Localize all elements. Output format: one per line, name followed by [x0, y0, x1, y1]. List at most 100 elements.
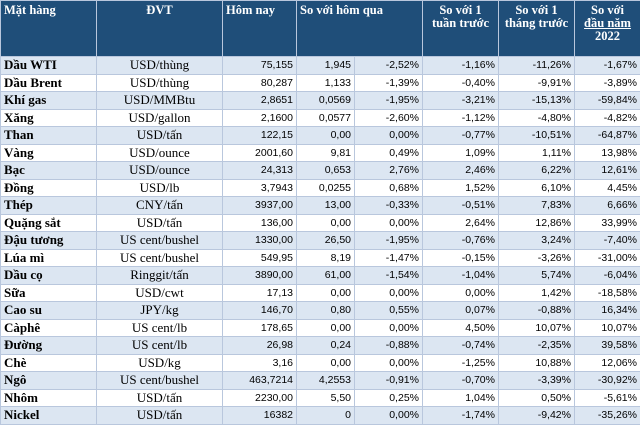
unit-cell: Ringgit/tấn — [97, 267, 223, 285]
change-vs-yesterday: 61,00 — [297, 267, 355, 285]
unit-cell: JPY/kg — [97, 302, 223, 320]
pct-vs-week: 2,64% — [423, 214, 499, 232]
header-vs-ytd-line2: đầu năm — [584, 16, 631, 30]
pct-vs-month: -10,51% — [499, 127, 575, 145]
commodity-name: Vàng — [1, 144, 97, 162]
pct-vs-yesterday: 0,55% — [355, 302, 423, 320]
change-vs-yesterday: 0,0577 — [297, 109, 355, 127]
commodity-name: Quặng sắt — [1, 214, 97, 232]
pct-vs-month: 3,24% — [499, 232, 575, 250]
header-vs-yesterday: So với hôm qua — [297, 1, 423, 57]
pct-vs-week: 1,52% — [423, 179, 499, 197]
price-today: 75,155 — [223, 57, 297, 75]
commodity-name: Đồng — [1, 179, 97, 197]
pct-vs-yesterday: 0,00% — [355, 214, 423, 232]
change-vs-yesterday: 0 — [297, 407, 355, 425]
change-vs-yesterday: 0,00 — [297, 354, 355, 372]
pct-vs-week: -1,12% — [423, 109, 499, 127]
change-vs-yesterday: 26,50 — [297, 232, 355, 250]
unit-cell: US cent/bushel — [97, 232, 223, 250]
price-today: 463,7214 — [223, 372, 297, 390]
pct-vs-ytd: 12,06% — [575, 354, 640, 372]
commodity-name: Than — [1, 127, 97, 145]
unit-cell: US cent/lb — [97, 337, 223, 355]
pct-vs-month: -15,13% — [499, 92, 575, 110]
commodity-name: Đường — [1, 337, 97, 355]
pct-vs-month: 7,83% — [499, 197, 575, 215]
change-vs-yesterday: 0,653 — [297, 162, 355, 180]
pct-vs-week: -0,40% — [423, 74, 499, 92]
unit-cell: USD/gallon — [97, 109, 223, 127]
commodity-name: Đậu tương — [1, 232, 97, 250]
header-vs-ytd-line3: 2022 — [595, 29, 620, 43]
pct-vs-yesterday: 0,00% — [355, 284, 423, 302]
change-vs-yesterday: 13,00 — [297, 197, 355, 215]
pct-vs-yesterday: -0,33% — [355, 197, 423, 215]
pct-vs-yesterday: 0,00% — [355, 354, 423, 372]
pct-vs-week: -1,04% — [423, 267, 499, 285]
commodity-name: Xăng — [1, 109, 97, 127]
commodity-name: Nhôm — [1, 389, 97, 407]
price-today: 2,1600 — [223, 109, 297, 127]
pct-vs-month: -9,91% — [499, 74, 575, 92]
change-vs-yesterday: 0,0569 — [297, 92, 355, 110]
pct-vs-ytd: 33,99% — [575, 214, 640, 232]
pct-vs-month: -2,35% — [499, 337, 575, 355]
pct-vs-ytd: -6,04% — [575, 267, 640, 285]
pct-vs-yesterday: 0,49% — [355, 144, 423, 162]
unit-cell: USD/MMBtu — [97, 92, 223, 110]
commodity-name: Dầu WTI — [1, 57, 97, 75]
unit-cell: USD/ounce — [97, 162, 223, 180]
header-row: Mặt hàng ĐVT Hôm nay So với hôm qua So v… — [1, 1, 640, 57]
change-vs-yesterday: 5,50 — [297, 389, 355, 407]
pct-vs-month: 6,22% — [499, 162, 575, 180]
price-today: 17,13 — [223, 284, 297, 302]
price-today: 2230,00 — [223, 389, 297, 407]
pct-vs-ytd: 6,66% — [575, 197, 640, 215]
change-vs-yesterday: 0,00 — [297, 284, 355, 302]
commodity-name: Dầu cọ — [1, 267, 97, 285]
commodity-name: Cao su — [1, 302, 97, 320]
commodity-name: Dầu Brent — [1, 74, 97, 92]
pct-vs-yesterday: 0,68% — [355, 179, 423, 197]
pct-vs-ytd: 39,58% — [575, 337, 640, 355]
pct-vs-yesterday: -1,47% — [355, 249, 423, 267]
pct-vs-yesterday: 2,76% — [355, 162, 423, 180]
pct-vs-yesterday: -0,88% — [355, 337, 423, 355]
price-today: 2,8651 — [223, 92, 297, 110]
pct-vs-month: 6,10% — [499, 179, 575, 197]
pct-vs-ytd: 13,98% — [575, 144, 640, 162]
header-vs-ytd-line1: So với — [591, 3, 624, 17]
commodity-name: Khí gas — [1, 92, 97, 110]
price-today: 3,7943 — [223, 179, 297, 197]
unit-cell: USD/thùng — [97, 57, 223, 75]
pct-vs-yesterday: -2,60% — [355, 109, 423, 127]
change-vs-yesterday: 0,00 — [297, 319, 355, 337]
header-vs-week: So với 1 tuần trước — [423, 1, 499, 57]
commodity-name: Chè — [1, 354, 97, 372]
change-vs-yesterday: 1,133 — [297, 74, 355, 92]
pct-vs-yesterday: -1,95% — [355, 92, 423, 110]
pct-vs-ytd: -7,40% — [575, 232, 640, 250]
unit-cell: USD/tấn — [97, 407, 223, 425]
pct-vs-month: -3,39% — [499, 372, 575, 390]
pct-vs-yesterday: -1,54% — [355, 267, 423, 285]
price-today: 178,65 — [223, 319, 297, 337]
change-vs-yesterday: 0,00 — [297, 127, 355, 145]
pct-vs-month: -9,42% — [499, 407, 575, 425]
pct-vs-week: -0,77% — [423, 127, 499, 145]
change-vs-yesterday: 8,19 — [297, 249, 355, 267]
pct-vs-week: -1,25% — [423, 354, 499, 372]
pct-vs-month: 5,74% — [499, 267, 575, 285]
pct-vs-month: 10,88% — [499, 354, 575, 372]
commodity-name: Sữa — [1, 284, 97, 302]
change-vs-yesterday: 0,24 — [297, 337, 355, 355]
